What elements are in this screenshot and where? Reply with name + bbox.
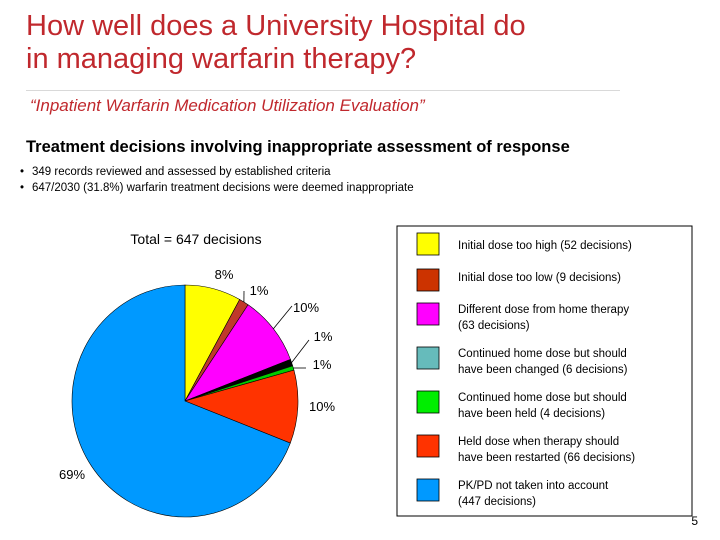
legend-label: Continued home dose but should [458,348,627,360]
legend-label: Initial dose too high (52 decisions) [458,240,632,252]
slice-percent-label: 10% [309,399,335,414]
legend-label: Initial dose too low (9 decisions) [458,272,621,284]
slide-title: How well does a University Hospital do i… [26,10,686,76]
legend-swatch [416,302,440,326]
title-divider [26,90,620,91]
slice-percent-label: 69% [59,467,85,482]
legend-label: have been changed (6 decisions) [458,364,628,376]
legend-label: Continued home dose but should [458,392,627,404]
label-leader-line [273,305,293,329]
bullet-list: 349 records reviewed and assessed by est… [20,164,414,196]
chart-legend: Initial dose too high (52 decisions) Init… [396,225,693,517]
legend-label: Held dose when therapy should [458,436,619,448]
slice-percent-label: 1% [250,283,269,298]
slice-percent-label: 1% [313,357,332,372]
chart-title: Total = 647 decisions [130,231,261,247]
legend-label: (447 decisions) [458,496,536,508]
legend-swatch [416,346,440,370]
legend-box [396,225,693,517]
legend-label: (63 decisions) [458,320,530,332]
legend-label: have been held (4 decisions) [458,408,605,420]
pie-slice [71,284,291,518]
title-line-1: How well does a University Hospital do [26,10,526,42]
page-number: 5 [691,514,698,528]
bullet-item: 647/2030 (31.8%) warfarin treatment deci… [20,180,414,196]
slice-percent-label: 8% [215,267,234,282]
pie-slice [184,369,299,444]
legend-swatch [416,434,440,458]
section-heading: Treatment decisions involving inappropri… [26,138,570,156]
legend-label: Different dose from home therapy [458,304,629,316]
legend-swatch [416,390,440,414]
legend-swatch [416,232,440,256]
legend-swatch [416,478,440,502]
bullet-item: 349 records reviewed and assessed by est… [20,164,414,180]
legend-label: have been restarted (66 decisions) [458,452,635,464]
label-leader-line [291,339,310,363]
pie-slices [71,284,299,518]
title-line-2: in managing warfarin therapy? [26,43,417,75]
pie-labels: Total = 647 decisions 8% 1% 10% 1% 1% 10% 69% [59,231,335,482]
legend-label: PK/PD not taken into account [458,480,609,492]
legend-swatch [416,268,440,292]
slice-percent-label: 1% [314,329,333,344]
slice-percent-label: 10% [293,300,319,315]
slide-subtitle: “Inpatient Warfarin Medication Utilizati… [30,96,425,115]
